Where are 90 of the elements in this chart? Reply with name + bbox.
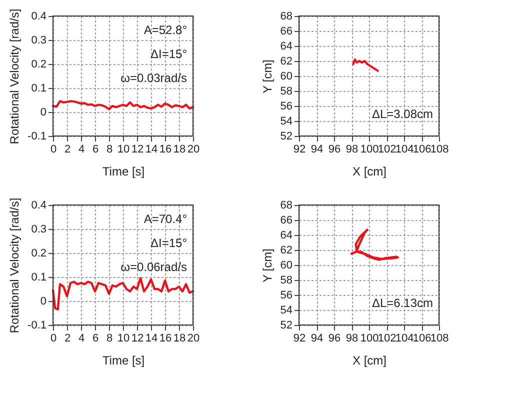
- x-tick-label: 108: [430, 332, 449, 344]
- annotation: A=52.8°: [144, 23, 188, 37]
- line-series: [352, 58, 379, 72]
- x-tick-label: 20: [187, 332, 200, 344]
- x-axis-title: X [cm]: [352, 164, 387, 178]
- annotation: ΔI=15°: [150, 236, 188, 250]
- y-tick-label: -0.1: [28, 320, 46, 332]
- x-tick-label: 100: [360, 144, 379, 156]
- x-tick-label: 92: [293, 144, 306, 156]
- annotation: ω=0.03rad/s: [120, 71, 187, 85]
- y-tick-label: 0.2: [31, 248, 46, 260]
- y-tick-label: 0.3: [31, 34, 46, 46]
- annotation: ΔL=3.08cm: [372, 107, 433, 121]
- x-tick-label: 2: [64, 332, 71, 344]
- x-tick-label: 12: [131, 332, 144, 344]
- x-tick-label: 100: [360, 332, 379, 344]
- x-tick-label: 104: [395, 332, 414, 344]
- x-tick-label: 14: [145, 332, 158, 344]
- x-tick-label: 6: [92, 144, 99, 156]
- x-tick-label: 18: [173, 332, 186, 344]
- x-tick-label: 6: [92, 332, 99, 344]
- x-tick-label: 16: [159, 332, 172, 344]
- y-tick-label: 68: [280, 200, 292, 212]
- x-tick-label: 20: [187, 144, 200, 156]
- y-tick-label: 68: [280, 10, 292, 22]
- line-series: [52, 277, 194, 310]
- y-tick-label: 0.2: [31, 58, 46, 70]
- x-axis-title: Time [s]: [102, 354, 145, 368]
- y-tick-label: 0: [40, 296, 46, 308]
- y-tick-label: 0.4: [31, 10, 46, 22]
- y-tick-label: 52: [280, 130, 292, 142]
- y-tick-label: 60: [280, 260, 292, 272]
- y-tick-label: 0: [40, 106, 46, 118]
- x-tick-label: 106: [412, 332, 432, 344]
- x-tick-label: 4: [78, 332, 85, 344]
- y-tick-label: 60: [280, 70, 292, 82]
- x-tick-label: 94: [310, 144, 324, 156]
- y-tick-label: -0.1: [28, 130, 46, 142]
- y-tick-label: 66: [280, 214, 292, 226]
- x-tick-label: 98: [346, 332, 358, 344]
- x-tick-label: 0: [50, 332, 57, 344]
- x-tick-label: 98: [346, 144, 358, 156]
- x-tick-label: 4: [78, 144, 85, 156]
- y-tick-label: 0.3: [31, 224, 46, 236]
- y-tick-label: 62: [280, 56, 292, 68]
- annotation: ΔI=15°: [150, 47, 188, 61]
- y-tick-label: 64: [280, 230, 292, 242]
- y-tick-label: 0.4: [31, 200, 46, 212]
- x-tick-label: 94: [310, 332, 324, 344]
- y-tick-label: 56: [280, 290, 292, 302]
- x-tick-label: 12: [131, 144, 144, 156]
- y-tick-label: 0.1: [31, 272, 46, 284]
- y-tick-label: 58: [280, 86, 292, 98]
- y-tick-label: 58: [280, 274, 292, 286]
- x-tick-label: 92: [293, 332, 306, 344]
- x-tick-label: 102: [378, 332, 396, 344]
- y-tick-label: 52: [280, 320, 292, 332]
- line-series: [350, 228, 399, 261]
- x-tick-label: 0: [50, 144, 57, 156]
- x-tick-label: 18: [173, 144, 186, 156]
- x-tick-label: 96: [328, 144, 341, 156]
- annotation: ω=0.06rad/s: [120, 260, 187, 274]
- x-axis-title: Time [s]: [102, 164, 145, 178]
- annotation: ΔL=6.13cm: [372, 296, 433, 310]
- x-tick-label: 108: [430, 144, 449, 156]
- y-axis-title: Rotational Velocity [rad/s]: [8, 198, 22, 334]
- x-tick-label: 10: [117, 144, 130, 156]
- y-tick-label: 54: [280, 116, 292, 128]
- x-tick-label: 8: [106, 332, 113, 344]
- x-tick-label: 96: [328, 332, 341, 344]
- x-tick-label: 102: [378, 144, 396, 156]
- y-tick-label: 62: [280, 244, 292, 256]
- annotation: A=70.4°: [144, 212, 188, 226]
- y-tick-label: 0.1: [31, 82, 46, 94]
- y-tick-label: 66: [280, 26, 292, 38]
- y-tick-label: 54: [280, 304, 292, 316]
- x-tick-label: 8: [106, 144, 113, 156]
- y-tick-label: 56: [280, 100, 292, 112]
- x-tick-label: 16: [159, 144, 172, 156]
- line-series: [52, 100, 194, 110]
- y-axis-title: Y [cm]: [260, 248, 274, 282]
- y-axis-title: Rotational Velocity [rad/s]: [8, 8, 22, 144]
- x-tick-label: 104: [395, 144, 414, 156]
- y-axis-title: Y [cm]: [260, 60, 274, 94]
- y-tick-label: 64: [280, 40, 292, 52]
- x-axis-title: X [cm]: [352, 354, 387, 368]
- x-tick-label: 106: [412, 144, 432, 156]
- x-tick-label: 14: [145, 144, 158, 156]
- x-tick-label: 2: [64, 144, 71, 156]
- x-tick-label: 10: [117, 332, 130, 344]
